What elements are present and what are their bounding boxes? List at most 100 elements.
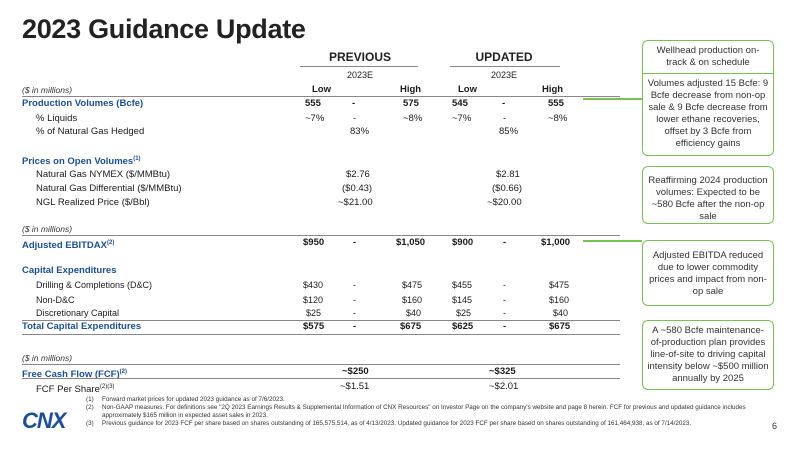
table-rule: [22, 235, 620, 236]
ebitdax-label: Adjusted EBITDAX: [22, 240, 107, 252]
table-rule: [22, 320, 620, 321]
table-row: Free Cash Flow (FCF)(2) ~$250 ~$325: [22, 365, 620, 381]
cell: ~$250: [342, 366, 369, 377]
cnx-logo: CNX: [22, 408, 66, 433]
cell: $575: [303, 321, 325, 332]
row-label: Adjusted EBITDAX(2): [22, 236, 114, 253]
upd-low-header: Low: [458, 84, 477, 95]
cell: ~7%: [305, 113, 325, 124]
table-row: Drilling & Completions (D&C) $430 - $475…: [22, 278, 620, 292]
cell: -: [353, 280, 356, 290]
footnote-text: Non-GAAP measures. For definitions see "…: [102, 404, 746, 419]
cell: -: [503, 237, 507, 248]
prev-high-header: High: [400, 84, 422, 95]
table-row: Natural Gas Differential ($/MMBtu) ($0.4…: [22, 182, 620, 196]
cell: $455: [452, 280, 473, 290]
cell: $1,000: [541, 237, 571, 248]
cell: 83%: [350, 126, 370, 137]
table-row: Total Capital Expenditures $575 - $675 $…: [22, 320, 620, 334]
row-label: Drilling & Completions (D&C): [36, 280, 153, 290]
footnotes: (1) Forward market prices for updated 202…: [86, 396, 746, 428]
table-rule: [22, 334, 620, 335]
units-label: ($ in millions): [22, 85, 73, 95]
footnote-ref: (2): [119, 369, 127, 375]
connector-line: [583, 98, 642, 100]
cell: ~$1.51: [340, 381, 370, 392]
cell: ~7%: [452, 113, 472, 124]
prev-low-header: Low: [312, 84, 331, 95]
table-row: % Liquids ~7% - ~8% ~7% - ~8%: [22, 112, 620, 126]
cell: 545: [452, 98, 468, 109]
updated-year: 2023E: [490, 70, 518, 80]
row-label: Total Capital Expenditures: [22, 321, 142, 332]
callout-maintenance-plan: A ~580 Bcfe maintenance-of-production pl…: [642, 320, 774, 390]
cell: $950: [303, 237, 325, 248]
cell: $160: [402, 295, 423, 305]
row-label: FCF Per Share(2)(3): [36, 380, 115, 397]
cell: $25: [306, 308, 322, 318]
footnote-number: (2): [86, 404, 94, 411]
table-rule: [22, 364, 620, 365]
page-title: 2023 Guidance Update: [22, 14, 306, 44]
cell: ~$325: [489, 366, 516, 377]
footnote-number: (1): [86, 396, 94, 403]
table-rule: [22, 96, 620, 97]
cell: $1,050: [396, 237, 426, 248]
cell: ~$21.00: [338, 197, 373, 208]
units-label: ($ in millions): [22, 353, 73, 363]
footnote-text: Forward market prices for updated 2023 g…: [102, 396, 285, 403]
callout-ebitda: Adjusted EBITDA reduced due to lower com…: [642, 240, 774, 306]
row-label: Discretionary Capital: [36, 308, 120, 318]
callout-2024-volumes: Reaffirming 2024 production volumes: Exp…: [642, 166, 774, 224]
cell: ~$20.00: [487, 197, 522, 208]
row-label: Non-D&C: [36, 295, 75, 305]
fcfps-label: FCF Per Share: [36, 384, 100, 396]
cell: ($0.43): [342, 183, 373, 194]
table-row: Non-D&C $120 - $160 $145 - $160: [22, 293, 620, 307]
cell: 555: [305, 98, 321, 109]
footnote-ref: (2)(3): [99, 384, 115, 390]
cell: ~$2.01: [489, 381, 519, 392]
cell: 555: [548, 98, 564, 109]
row-label: % of Natural Gas Hedged: [36, 126, 145, 137]
fcf-label: Free Cash Flow (FCF): [22, 369, 120, 381]
header-rule: [450, 66, 560, 67]
cell: -: [503, 280, 506, 290]
cell: $475: [402, 280, 423, 290]
cell: -: [353, 113, 357, 124]
prices-label: Prices on Open Volumes: [22, 156, 134, 168]
footnote: (1) Forward market prices for updated 202…: [86, 396, 746, 404]
cell: $145: [452, 295, 473, 305]
cell: -: [503, 308, 506, 318]
footnote: (2) Non-GAAP measures. For definitions se…: [86, 404, 746, 420]
table-rule: [22, 378, 620, 379]
connector-line: [583, 240, 642, 242]
row-label: Natural Gas Differential ($/MMBtu): [36, 183, 182, 194]
previous-year: 2023E: [346, 70, 374, 80]
row-label: Production Volumes (Bcfe): [22, 98, 144, 109]
table-row: Natural Gas NYMEX ($/MMBtu) $2.76 $2.81: [22, 168, 620, 182]
page-number: 6: [772, 421, 778, 431]
cell: -: [503, 113, 507, 124]
callout-text: Wellhead production on-track & on schedu…: [656, 45, 760, 68]
callout-divider: [643, 73, 773, 74]
callout-production: Wellhead production on-track & on schedu…: [642, 40, 774, 156]
cell: $430: [303, 280, 324, 290]
section-label: Prices on Open Volumes(1): [22, 152, 141, 169]
cell: $25: [456, 308, 472, 318]
footnote-text: Previous guidance for 2023 FCF per share…: [102, 420, 692, 427]
cell: $625: [452, 321, 474, 332]
table-row: Adjusted EBITDAX(2) $950 - $1,050 $900 -…: [22, 236, 620, 253]
upd-high-header: High: [542, 84, 564, 95]
cell: $160: [549, 295, 570, 305]
cell: ~8%: [403, 113, 423, 124]
footnote: (3) Previous guidance for 2023 FCF per sh…: [86, 420, 746, 428]
cell: $2.81: [496, 169, 520, 180]
footnote-number: (3): [86, 420, 94, 427]
units-label: ($ in millions): [22, 224, 73, 234]
cell: $900: [452, 237, 474, 248]
cell: 85%: [499, 126, 519, 137]
cell: -: [503, 295, 506, 305]
row-label: % Liquids: [36, 113, 78, 124]
table-row: FCF Per Share(2)(3) ~$1.51 ~$2.01: [22, 380, 620, 397]
